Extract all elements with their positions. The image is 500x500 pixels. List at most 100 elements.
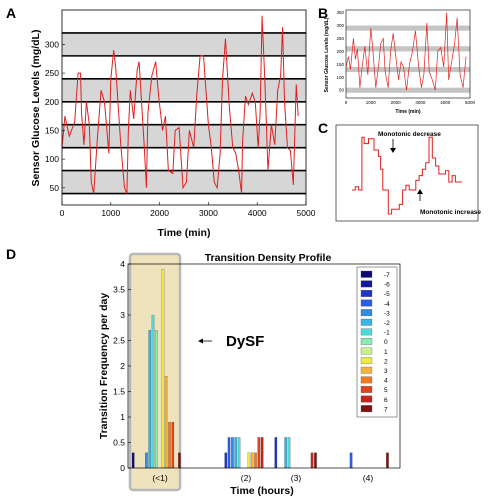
bar-1-series--3: [145, 452, 148, 469]
panel-letter-c: C: [318, 120, 328, 136]
bar-2-series-5: [257, 437, 261, 469]
panel-b-y-tick-label: 50: [339, 88, 345, 93]
panel-a-y-tick-label: 300: [45, 39, 59, 49]
bar-3-series-6: [310, 452, 314, 469]
bar-1-series-0: [154, 330, 158, 469]
panel-a-y-tick-label: 150: [45, 125, 59, 135]
legend-swatch-6: [360, 395, 373, 403]
panel-a-x-tick-label: 3000: [199, 208, 218, 218]
panel-d-x-tick-label: (3): [291, 473, 302, 483]
panel-letter-d: D: [6, 246, 16, 262]
panel-d-x-tick-label: (2): [241, 473, 252, 483]
bar-3-series--5: [274, 437, 278, 469]
panel-c-annotation-decrease: Monotonic decrease: [378, 131, 441, 138]
legend-label-1: 1: [384, 349, 388, 356]
bar-1-series--2: [148, 330, 152, 469]
panel-d-y-tick-label: 3: [120, 310, 125, 320]
panel-c-chart: Monotonic decrease Monotonic increase: [335, 124, 481, 222]
panel-a-y-tick-label: 200: [45, 97, 59, 107]
panel-b-x-tick-label: 2000: [391, 100, 402, 105]
panel-letter-a: A: [6, 5, 16, 21]
panel-d-y-tick-label: 0.5: [113, 438, 125, 448]
legend-swatch-3: [360, 366, 373, 374]
panel-d-y-label: Transition Frequency per day: [98, 293, 110, 440]
legend-swatch-2: [360, 357, 373, 365]
bar-1-series-3: [164, 376, 168, 469]
legend-label--7: -7: [384, 272, 390, 279]
panel-d-chart: Transition Density Profile (<1) (2) (3) (4)…: [98, 252, 401, 497]
legend-label-0: 0: [384, 339, 388, 346]
bar-1-series--1: [151, 314, 155, 469]
panel-a-x-tick-label: 0: [60, 208, 65, 218]
bar-2-series-6: [260, 437, 264, 469]
bar-2-series--2: [234, 437, 238, 469]
panel-d-y-tick-label: 4: [120, 259, 125, 269]
legend-swatch--1: [360, 328, 373, 336]
panel-a-band: [62, 124, 306, 148]
panel-b-y-tick-label: 300: [336, 23, 344, 28]
legend-swatch-5: [360, 386, 373, 393]
bar-2-series--3: [231, 437, 234, 469]
bar-2-series-2: [247, 452, 251, 469]
panel-d-x-tick-label: (4): [363, 473, 374, 483]
panel-b-y-tick-label: 250: [336, 36, 344, 41]
panel-a-band: [62, 170, 306, 194]
panel-letter-b: B: [318, 5, 328, 21]
bar-1-series-5: [171, 421, 175, 469]
bar-1-series-7: [178, 452, 181, 469]
panel-b-y-tick-label: 100: [336, 75, 344, 80]
panel-b-plot-area: [346, 10, 470, 98]
panel-d-y-tick-label: 2: [120, 361, 125, 371]
bar-1-series-2: [161, 268, 165, 469]
panel-b-x-tick-label: 3000: [415, 100, 426, 105]
legend-swatch--2: [360, 318, 373, 326]
panel-d-title: Transition Density Profile: [205, 252, 332, 264]
panel-a-x-tick-label: 1000: [101, 208, 120, 218]
bar-1-series--7: [131, 452, 135, 469]
panel-d-y-tick-label: 1: [120, 412, 125, 422]
panel-b-band: [346, 25, 470, 31]
panel-b-bands: [346, 25, 470, 93]
panel-a-x-tick-label: 4000: [248, 208, 267, 218]
bar-2-series-4: [254, 452, 257, 469]
panel-a-y-tick-label: 250: [45, 68, 59, 78]
bar-3-series--2: [284, 437, 288, 469]
legend-swatch--7: [360, 270, 373, 278]
legend-label-2: 2: [384, 358, 388, 365]
legend-label-5: 5: [384, 387, 388, 394]
legend-swatch--3: [360, 309, 373, 317]
panel-a-band: [62, 78, 306, 102]
panel-d-y-tick-label: 3.5: [113, 285, 125, 295]
legend-swatch--6: [360, 280, 373, 288]
panel-b-y-tick-label: 200: [336, 49, 344, 54]
panel-d-y-tick-label: 1.5: [113, 387, 125, 397]
panel-a-x-label: Time (min): [158, 227, 211, 239]
panel-b-y-tick-label: 350: [336, 10, 344, 15]
bar-2-series--1: [237, 437, 241, 469]
panel-b-band: [346, 66, 470, 73]
legend-swatch-4: [360, 376, 373, 384]
legend-swatch--5: [360, 290, 373, 297]
legend-swatch-0: [360, 338, 373, 345]
panel-a-band: [62, 32, 306, 56]
panel-d-legend-entries: -7 -6 -5 -4 -3 -2 -1 0 1 2 3 4 5 6 7: [360, 270, 390, 413]
panel-d-ticks: (<1) (2) (3) (4) 0 0.5 1 1.5 2 2.5 3 3.5 4: [113, 259, 373, 483]
dysf-label: DySF: [226, 333, 264, 350]
panel-a-x-tick-label: 2000: [150, 208, 169, 218]
panel-a-frame: [61, 9, 307, 206]
legend-label--5: -5: [384, 291, 390, 298]
panel-a-y-tick-label: 50: [50, 183, 60, 193]
legend-label-6: 6: [384, 397, 388, 404]
legend-label-4: 4: [384, 378, 388, 385]
bar-3-series--1: [287, 437, 291, 469]
legend-label--2: -2: [384, 320, 390, 327]
panel-a-ticks: 0 1000 2000 3000 4000 5000 50 100 150 200 250 300: [45, 39, 316, 218]
legend-label--1: -1: [384, 330, 390, 337]
panel-b-x-tick-label: 4000: [440, 100, 451, 105]
panel-a-y-label: Sensor Glucose Levels (mg/dL): [30, 30, 42, 187]
panel-b-band: [346, 87, 470, 93]
panel-b-x-tick-label: 0: [345, 100, 348, 105]
bar-1-series-4: [168, 421, 171, 469]
legend-label-7: 7: [384, 406, 388, 413]
bar-2-series--5: [224, 452, 228, 469]
